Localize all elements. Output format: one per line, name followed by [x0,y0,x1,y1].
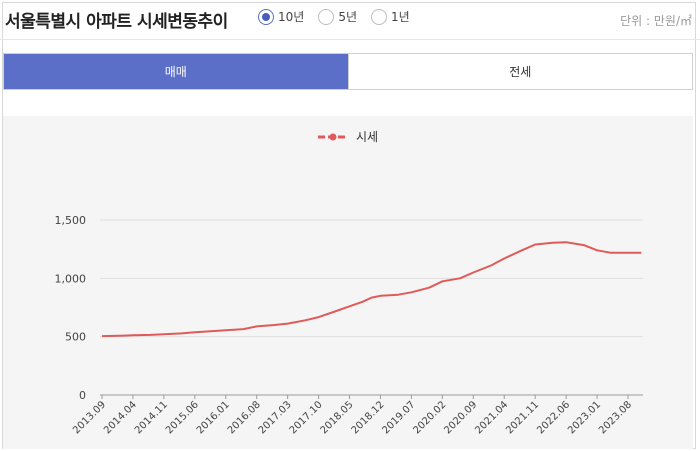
tab-sale[interactable]: 매매 [4,54,348,89]
x-tick-label: 2016.01 [195,399,232,436]
unit-label: 단위 : 만원/㎡ [620,14,692,28]
legend-label: 시세 [356,130,378,144]
period-radio-group: 10년 5년 1년 [258,8,410,25]
header-divider [0,39,700,40]
x-tick-label: 2020.09 [442,399,479,436]
period-option-5y[interactable]: 5년 [318,8,357,25]
x-tick-label: 2014.11 [133,399,170,436]
x-tick-label: 2021.04 [473,399,510,436]
period-option-10y[interactable]: 10년 [258,8,304,25]
x-tick-label: 2017.03 [257,399,294,436]
tab-jeonse[interactable]: 전세 [347,54,692,89]
x-tick-label: 2013.09 [71,399,108,436]
tab-bar: 매매 전세 [3,53,693,90]
legend-marker-icon [329,133,337,141]
y-tick-label: 0 [79,389,86,402]
y-tick-label: 1,500 [55,214,87,227]
x-tick-label: 2015.06 [164,399,201,436]
period-label: 1년 [391,10,410,24]
x-tick-label: 2017.10 [288,399,325,436]
y-tick-label: 1,000 [55,272,87,285]
x-tick-label: 2016.08 [226,399,263,436]
x-tick-label: 2018.05 [319,399,356,436]
x-tick-label: 2023.01 [566,399,603,436]
x-tick-label: 2019.07 [381,399,418,436]
x-tick-label: 2018.12 [350,399,387,436]
x-tick-label: 2014.04 [102,399,139,436]
x-tick-label: 2020.02 [411,399,448,436]
x-tick-label: 2022.06 [535,399,572,436]
header: 서울특별시 아파트 시세변동추이 10년 5년 1년 단위 : 만원/㎡ [0,0,700,40]
series-line [101,241,642,338]
period-option-1y[interactable]: 1년 [371,8,410,25]
x-tick-label: 2021.11 [504,399,541,436]
x-tick-label: 2023.08 [597,399,634,436]
y-tick-label: 500 [65,331,86,344]
period-label: 10년 [278,10,305,24]
page-title: 서울특별시 아파트 시세변동추이 [5,12,228,32]
radio-unchecked-icon[interactable] [371,8,387,25]
radio-checked-icon[interactable] [258,8,274,25]
period-label: 5년 [338,10,357,24]
radio-unchecked-icon[interactable] [318,8,335,25]
chart-area [3,116,693,449]
